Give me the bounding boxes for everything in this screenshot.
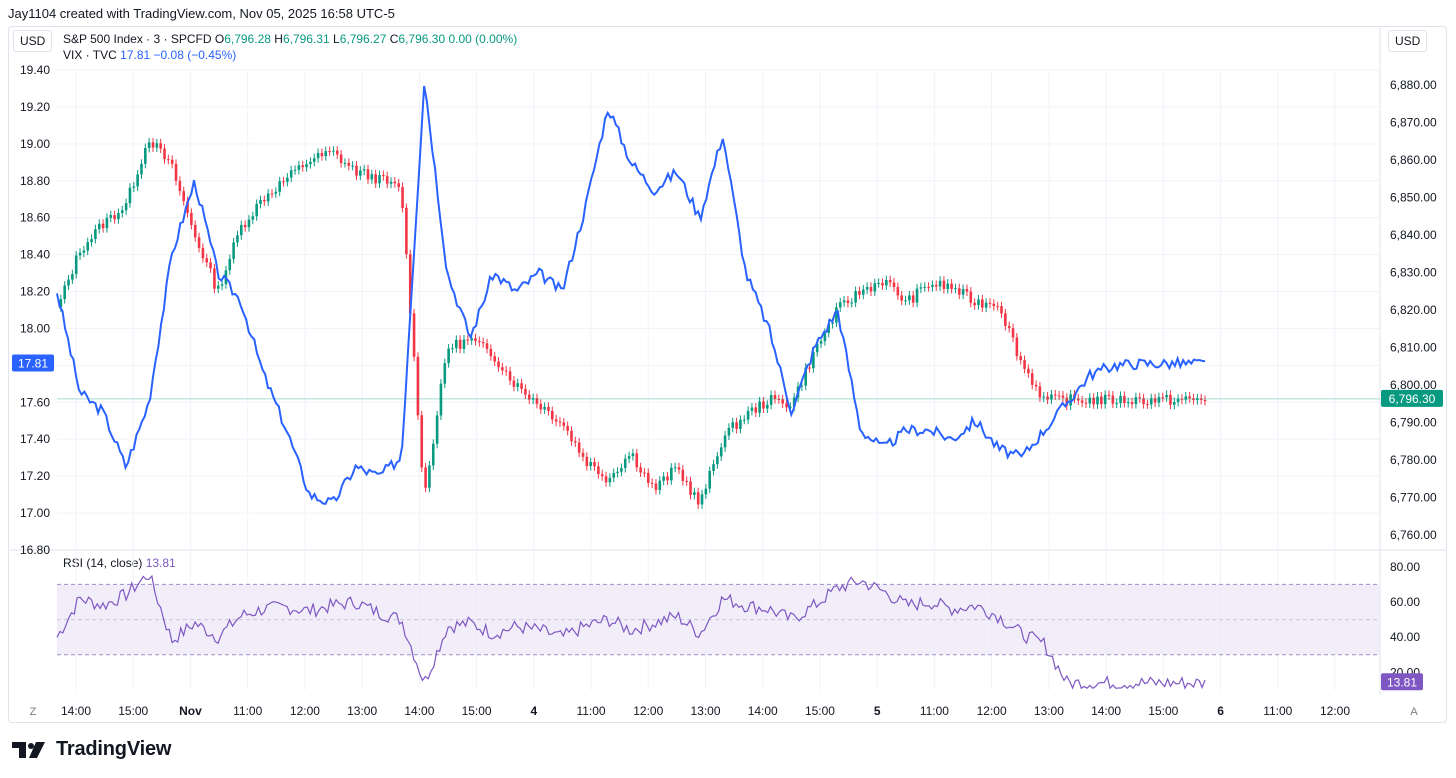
attribution: Jay1104 created with TradingView.com, No… (8, 6, 395, 21)
open-value: 6,796.28 (224, 32, 271, 46)
main-series-title: S&P 500 Index · 3 · SPCFD (63, 32, 212, 46)
vix-change: −0.08 (−0.45%) (153, 48, 237, 62)
vix-legend[interactable]: VIX · TVC 17.81 −0.08 (−0.45%) (63, 48, 236, 62)
vix-title: VIX · TVC (63, 48, 117, 62)
open-label: O (214, 32, 225, 46)
close-value: 6,796.30 (398, 32, 446, 46)
low-label: L (333, 32, 340, 46)
tradingview-logo-icon (12, 741, 45, 758)
rsi-title: RSI (14, close) (63, 556, 143, 570)
low-value: 6,796.27 (339, 32, 387, 46)
tradingview-brand: TradingView (56, 738, 172, 760)
tradingview-logo[interactable]: TradingView (10, 738, 171, 761)
left-currency-badge[interactable]: USD (13, 30, 53, 52)
high-label: H (274, 32, 283, 46)
main-change: 0.00 (0.00%) (448, 32, 518, 46)
high-value: 6,796.31 (282, 32, 330, 46)
right-currency-badge[interactable]: USD (1388, 30, 1428, 52)
close-label: C (389, 32, 399, 46)
rsi-legend[interactable]: RSI (14, close) 13.81 (63, 556, 176, 570)
vix-value: 17.81 (120, 48, 151, 62)
main-series-legend[interactable]: S&P 500 Index · 3 · SPCFD O6,796.28 H6,7… (63, 32, 517, 46)
rsi-value: 13.81 (145, 556, 176, 570)
chart-frame (8, 26, 1447, 723)
